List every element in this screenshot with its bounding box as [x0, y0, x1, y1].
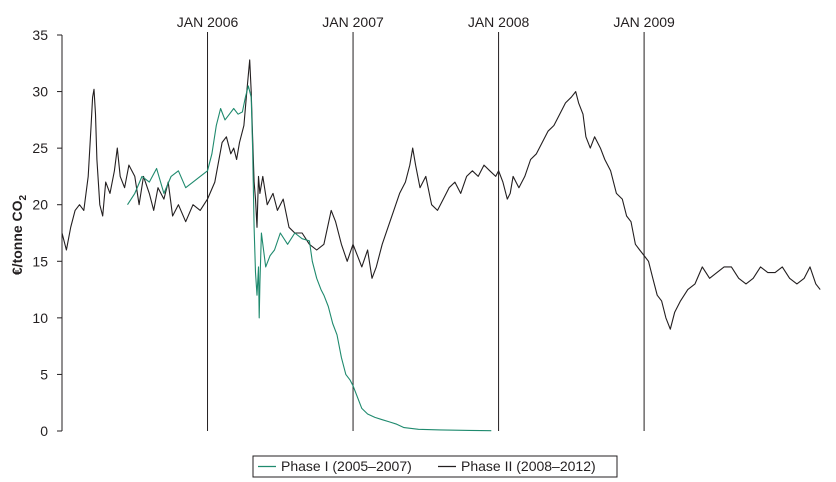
- y-tick-label: 30: [32, 84, 48, 100]
- legend: Phase I (2005–2007) Phase II (2008–2012): [252, 455, 618, 478]
- marker-label: JAN 2009: [613, 14, 675, 30]
- y-tick-label: 5: [40, 366, 48, 382]
- y-tick-label: 15: [32, 253, 48, 269]
- y-tick-label: 20: [32, 197, 48, 213]
- y-axis: 0 5 10 15 20 25 30 35: [32, 27, 63, 439]
- y-axis-label: €/tonne CO2: [9, 194, 29, 275]
- vertical-markers: JAN 2006 JAN 2007 JAN 2008 JAN 2009: [177, 14, 675, 431]
- series-line-phase-ii: [61, 59, 821, 330]
- legend-box: [252, 455, 618, 478]
- y-tick-label: 35: [32, 27, 48, 43]
- series-lines: [61, 59, 821, 432]
- y-tick-label: 10: [32, 310, 48, 326]
- marker-label: JAN 2008: [468, 14, 530, 30]
- marker-label: JAN 2006: [177, 14, 239, 30]
- legend-label-phase-ii: Phase II (2008–2012): [461, 458, 596, 474]
- y-tick-label: 25: [32, 140, 48, 156]
- legend-label-phase-i: Phase I (2005–2007): [281, 458, 412, 474]
- marker-label: JAN 2007: [322, 14, 384, 30]
- series-line-phase-i: [127, 85, 492, 432]
- y-tick-label: 0: [40, 423, 48, 439]
